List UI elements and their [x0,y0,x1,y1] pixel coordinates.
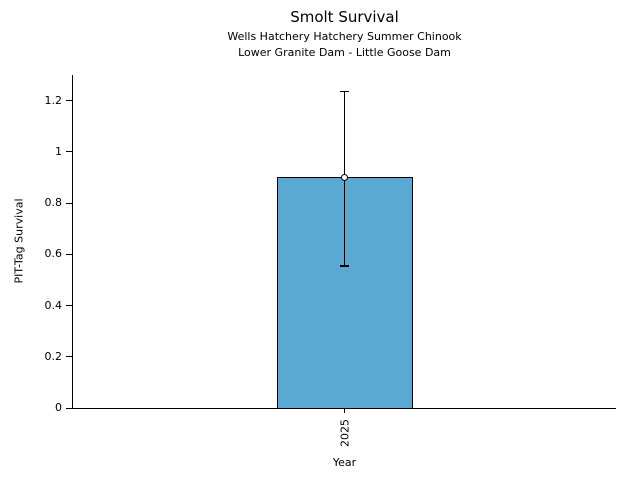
y-tick-label: 0.8 [44,196,63,210]
y-tick [66,305,72,307]
chart-title: Smolt Survival [290,8,399,26]
chart-subtitle-reach: Lower Granite Dam - Little Goose Dam [238,46,451,59]
y-tick-label: 0 [55,401,62,414]
x-tick [344,408,345,413]
error-bar-cap-bottom [340,265,349,267]
y-axis-label: PIT-Tag Survival [12,198,26,284]
y-tick [66,356,72,358]
x-tick-label: 2025 [338,419,351,447]
plot-area: 0 0.2 0.4 0.6 0.8 1 1.2 2025 [45,75,616,447]
y-tick-label: 1.2 [44,93,63,107]
y-tick [66,407,72,409]
y-tick [66,202,72,204]
data-point-marker [341,173,348,181]
x-axis-label: Year [332,456,357,469]
y-tick-label: 1 [55,144,62,158]
y-tick-label: 0.6 [44,247,63,261]
chart-subtitle-stock: Wells Hatchery Hatchery Summer Chinook [227,30,462,43]
y-tick [66,253,72,255]
error-bar-cap-top [340,90,349,93]
y-tick-label: 0.4 [44,298,63,312]
y-tick [66,151,72,153]
y-tick [66,100,72,102]
y-tick-label: 0.2 [44,349,63,363]
